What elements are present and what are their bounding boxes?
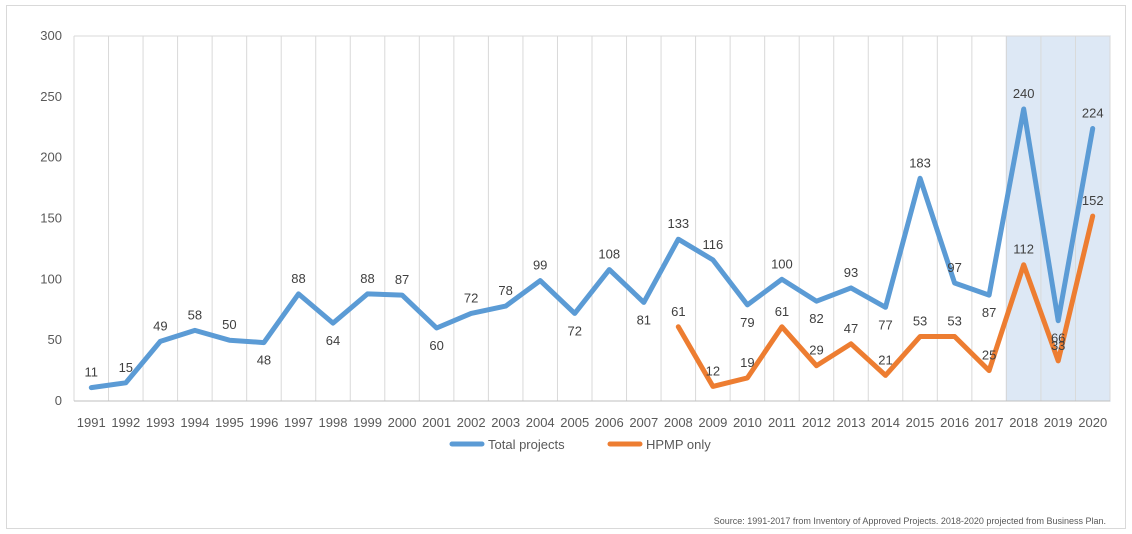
x-tick-label: 2001 [422, 415, 451, 430]
x-tick-label: 1997 [284, 415, 313, 430]
x-tick-label: 2014 [871, 415, 900, 430]
y-tick-label: 300 [40, 28, 62, 43]
data-label-hpmp: 25 [982, 348, 996, 363]
data-label-total: 48 [257, 353, 271, 368]
data-label-total: 87 [982, 305, 996, 320]
x-tick-label: 2012 [802, 415, 831, 430]
x-tick-label: 1995 [215, 415, 244, 430]
x-tick-label: 2020 [1078, 415, 1107, 430]
data-label-hpmp: 61 [775, 304, 789, 319]
x-tick-label: 2006 [595, 415, 624, 430]
data-label-hpmp: 29 [809, 343, 823, 358]
data-label-hpmp: 152 [1082, 193, 1104, 208]
data-label-total: 88 [360, 271, 374, 286]
data-label-total: 82 [809, 311, 823, 326]
data-label-total: 66 [1051, 331, 1065, 346]
data-labels: 11 15 49 58 50 48 88 64 88 87 60 72 78 99 72 108 81 133 11… [85, 86, 1104, 380]
x-tick-label: 1994 [180, 415, 209, 430]
data-label-hpmp: 47 [844, 321, 858, 336]
chart-frame [6, 5, 1126, 529]
data-label-total: 77 [878, 317, 892, 332]
data-label-total: 87 [395, 272, 409, 287]
data-label-total: 15 [119, 360, 133, 375]
y-tick-label: 200 [40, 150, 62, 165]
x-tick-label: 2017 [975, 415, 1004, 430]
x-tick-label: 1998 [319, 415, 348, 430]
data-label-total: 88 [291, 271, 305, 286]
data-label-total: 11 [85, 365, 99, 380]
x-tick-label: 2003 [491, 415, 520, 430]
x-tick-label: 2008 [664, 415, 693, 430]
data-label-total: 79 [740, 315, 754, 330]
data-label-total: 60 [429, 338, 443, 353]
data-label-hpmp: 33 [1051, 338, 1065, 353]
series-line-total-projects [88, 106, 1096, 391]
x-tick-label: 2019 [1044, 415, 1073, 430]
gridlines [73, 35, 1111, 401]
y-tick-label: 50 [48, 332, 62, 347]
x-tick-label: 2011 [768, 415, 796, 430]
series-line-hpmp-only [675, 213, 1096, 389]
legend-label-total-projects: Total projects [488, 437, 565, 452]
y-tick-label: 150 [40, 211, 62, 226]
x-tick-label: 2010 [733, 415, 762, 430]
data-label-total: 64 [326, 333, 340, 348]
data-label-hpmp: 21 [878, 352, 892, 367]
x-tick-label: 1991 [77, 415, 106, 430]
x-tick-label: 1999 [353, 415, 382, 430]
data-label-hpmp: 53 [913, 314, 927, 329]
data-label-hpmp: 12 [706, 363, 720, 378]
data-label-hpmp: 112 [1013, 242, 1034, 257]
x-tick-label: 2013 [837, 415, 866, 430]
data-label-total: 78 [498, 283, 512, 298]
x-tick-label: 1996 [249, 415, 278, 430]
y-tick-label: 250 [40, 89, 62, 104]
x-tick-label: 2007 [629, 415, 658, 430]
legend: Total projects HPMP only [449, 437, 711, 452]
data-label-total: 224 [1082, 105, 1104, 120]
x-tick-label: 2005 [560, 415, 589, 430]
x-tick-label: 1992 [111, 415, 140, 430]
data-label-total: 100 [771, 256, 793, 271]
data-label-total: 183 [909, 155, 931, 170]
x-tick-label: 2000 [388, 415, 417, 430]
data-label-total: 72 [464, 290, 478, 305]
data-label-total: 133 [667, 216, 689, 231]
data-label-total: 116 [702, 237, 723, 252]
data-label-hpmp: 53 [947, 314, 961, 329]
data-label-hpmp: 19 [740, 355, 754, 370]
data-label-total: 108 [598, 247, 620, 262]
data-label-total: 49 [153, 318, 167, 333]
source-note: Source: 1991-2017 from Inventory of Appr… [713, 516, 1106, 526]
y-tick-label: 100 [40, 271, 62, 286]
data-label-total: 50 [222, 317, 236, 332]
data-label-total: 93 [844, 265, 858, 280]
x-tick-label: 2002 [457, 415, 486, 430]
x-tick-label: 2016 [940, 415, 969, 430]
data-label-total: 58 [188, 307, 202, 322]
data-label-total: 97 [947, 260, 961, 275]
x-tick-label: 2004 [526, 415, 555, 430]
data-label-total: 240 [1013, 86, 1035, 101]
y-tick-label: 0 [55, 393, 62, 408]
series [88, 106, 1096, 391]
data-label-total: 72 [567, 323, 581, 338]
x-tick-label: 2015 [906, 415, 935, 430]
data-label-total: 99 [533, 258, 547, 273]
data-label-total: 81 [637, 312, 651, 327]
x-tick-label: 2009 [698, 415, 727, 430]
x-tick-label: 1993 [146, 415, 175, 430]
legend-label-hpmp-only: HPMP only [646, 437, 711, 452]
x-tick-label: 2018 [1009, 415, 1038, 430]
data-label-hpmp: 61 [671, 304, 685, 319]
